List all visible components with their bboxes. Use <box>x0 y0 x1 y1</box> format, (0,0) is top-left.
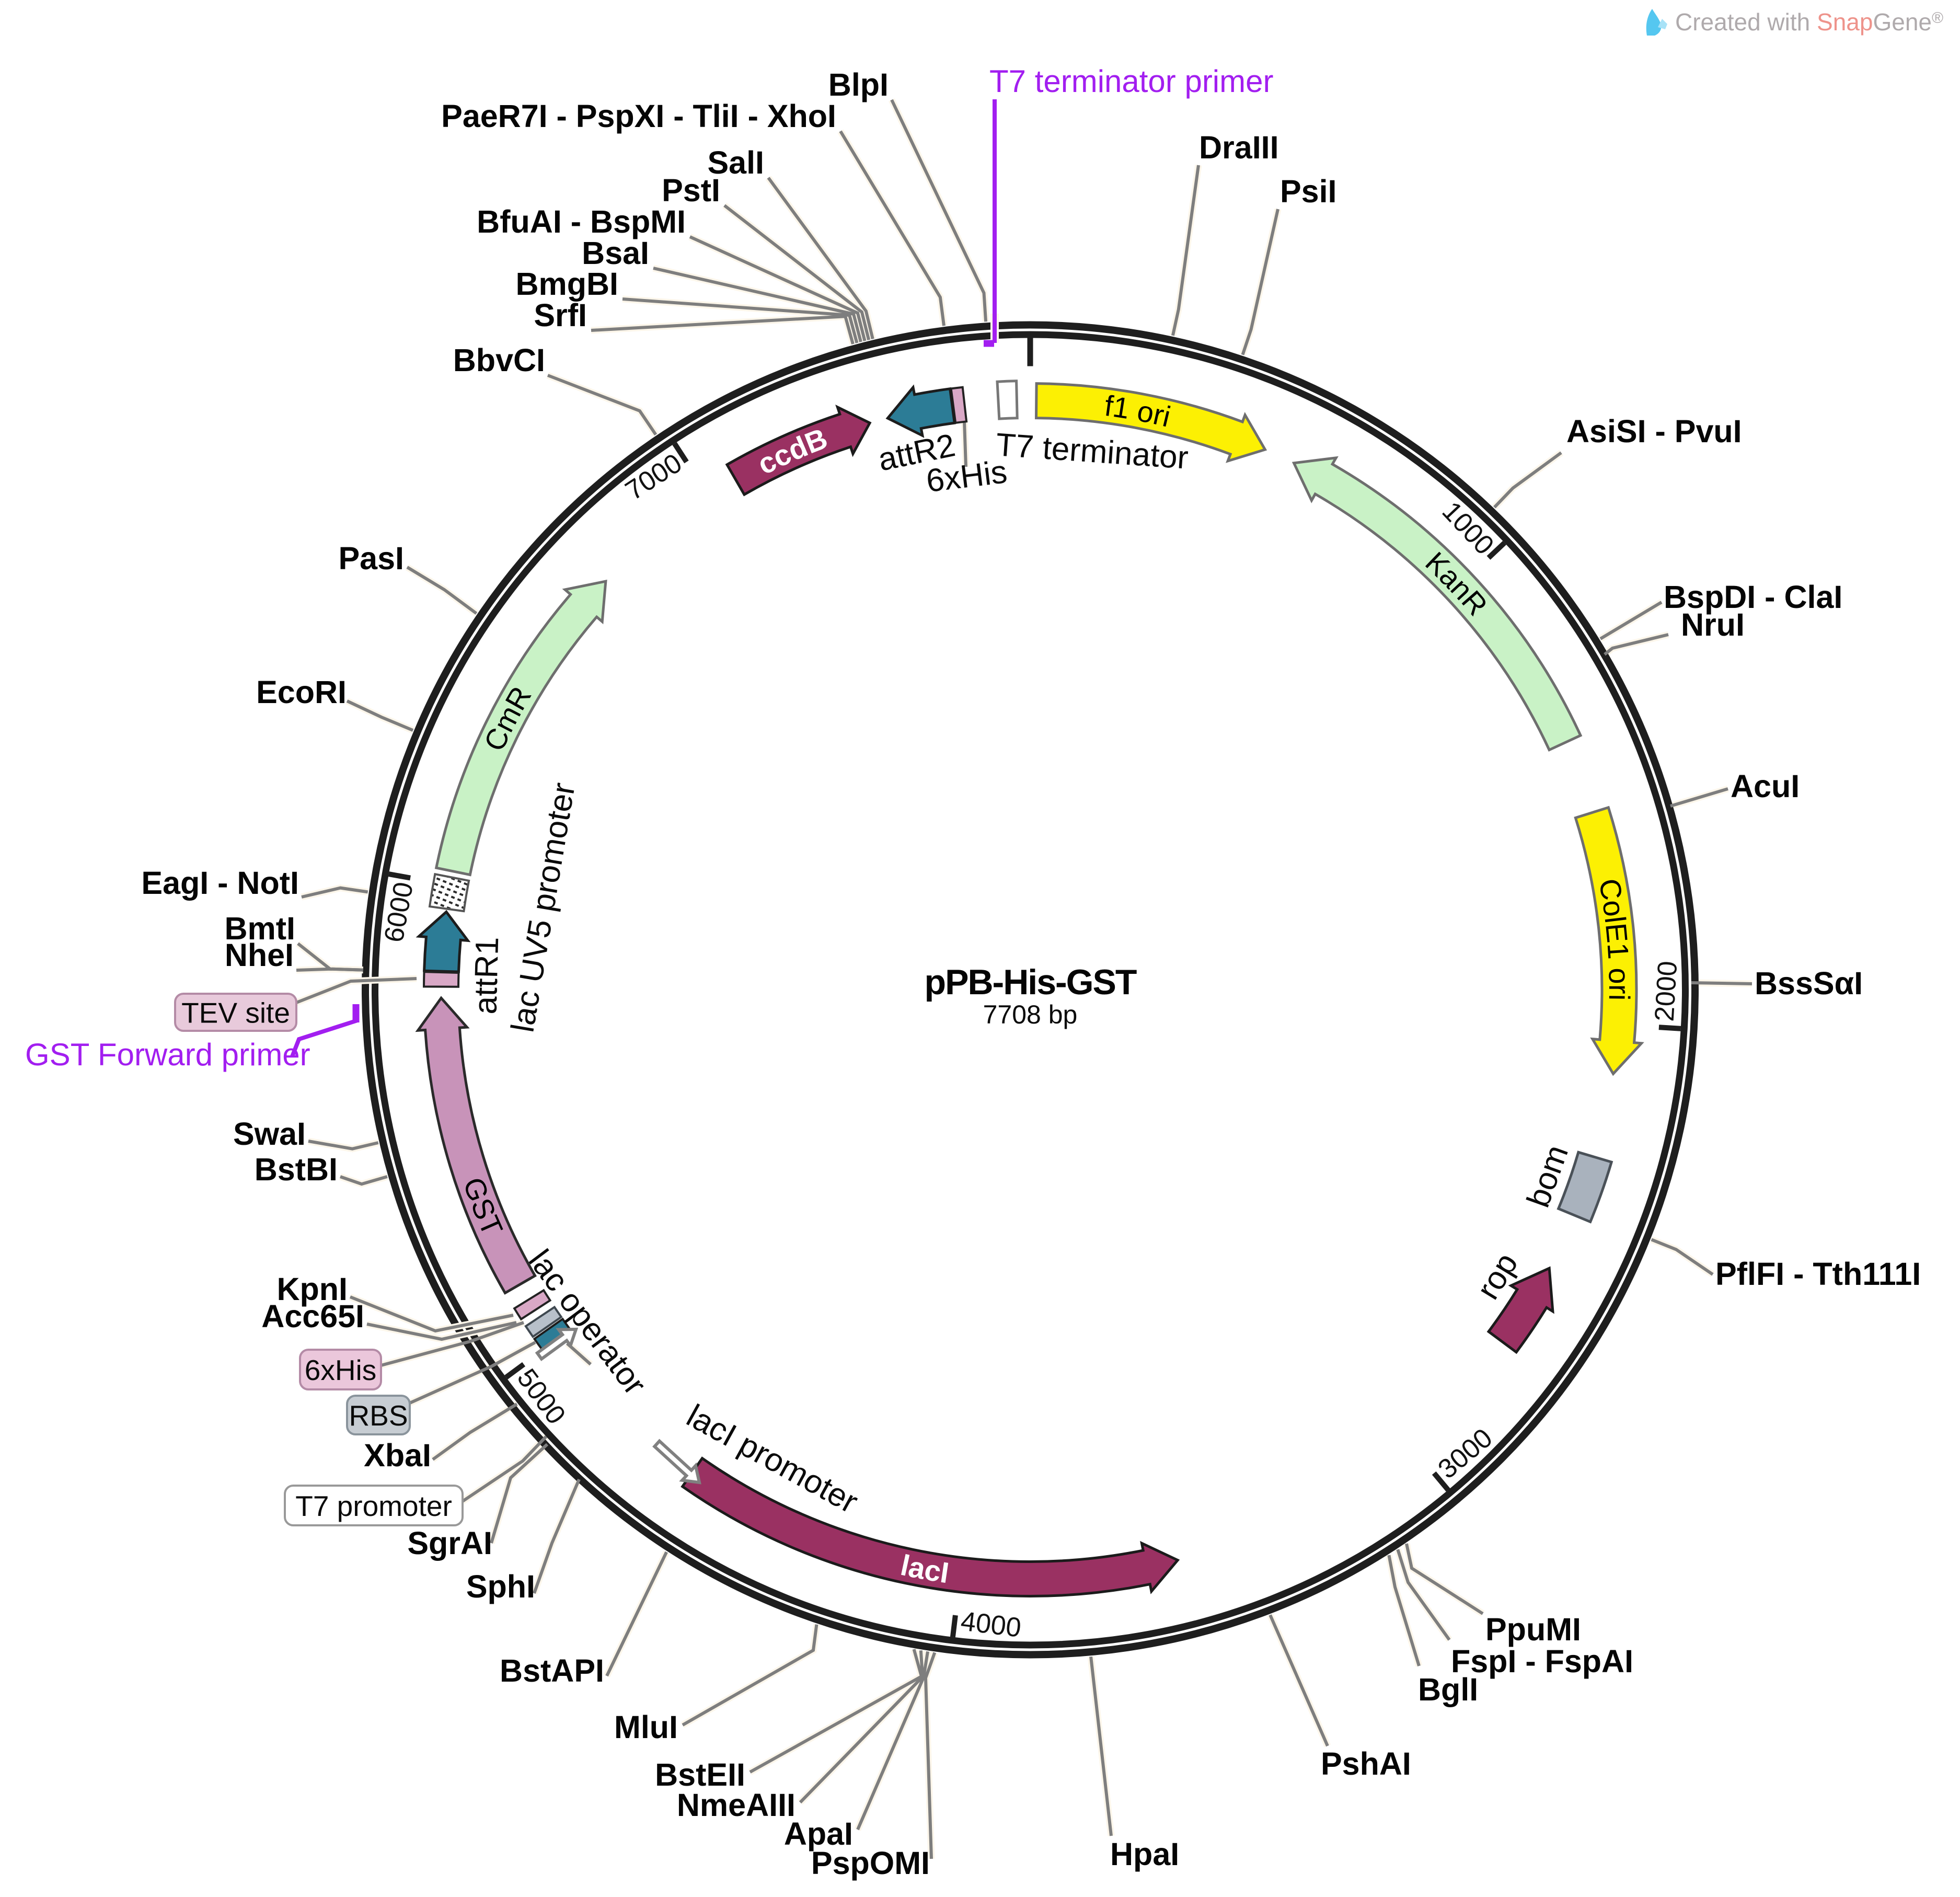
svg-text:7708 bp: 7708 bp <box>983 1000 1078 1029</box>
svg-text:BglI: BglI <box>1418 1672 1478 1707</box>
svg-text:BstBI: BstBI <box>255 1152 338 1187</box>
svg-text:BfuAI - BspMI: BfuAI - BspMI <box>477 204 686 239</box>
svg-text:NruI: NruI <box>1681 607 1745 642</box>
svg-text:ApaI: ApaI <box>784 1816 853 1852</box>
svg-text:FspI - FspAI: FspI - FspAI <box>1451 1643 1633 1679</box>
svg-text:PshAI: PshAI <box>1321 1746 1411 1781</box>
svg-text:NmeAIII: NmeAIII <box>677 1787 795 1823</box>
svg-text:DraIII: DraIII <box>1199 130 1279 165</box>
svg-text:PaeR7I - PspXI - TliI - XhoI: PaeR7I - PspXI - TliI - XhoI <box>441 98 836 134</box>
svg-text:HpaI: HpaI <box>1110 1836 1179 1872</box>
svg-text:PspOMI: PspOMI <box>811 1845 930 1881</box>
svg-text:MluI: MluI <box>614 1709 678 1745</box>
svg-text:BsaI: BsaI <box>582 235 649 271</box>
svg-text:SphI: SphI <box>466 1569 535 1604</box>
svg-text:Created with SnapGene®: Created with SnapGene® <box>1675 8 1943 36</box>
svg-text:T7 promoter: T7 promoter <box>295 1490 452 1522</box>
svg-text:PpuMI: PpuMI <box>1485 1612 1581 1647</box>
svg-text:6xHis: 6xHis <box>305 1354 377 1386</box>
svg-text:XbaI: XbaI <box>364 1438 431 1473</box>
svg-text:SgrAI: SgrAI <box>407 1525 492 1561</box>
svg-text:NheI: NheI <box>225 937 294 973</box>
svg-text:BspDI - ClaI: BspDI - ClaI <box>1664 579 1842 615</box>
svg-text:AsiSI - PvuI: AsiSI - PvuI <box>1566 413 1742 449</box>
svg-text:PstI: PstI <box>662 173 720 208</box>
svg-text:PflFI - Tth111I: PflFI - Tth111I <box>1715 1256 1921 1292</box>
svg-text:BssSαI: BssSαI <box>1755 965 1863 1001</box>
svg-text:BmgBI: BmgBI <box>515 266 618 302</box>
svg-text:BlpI: BlpI <box>828 67 889 102</box>
svg-text:GST Forward primer: GST Forward primer <box>25 1037 310 1072</box>
svg-text:SwaI: SwaI <box>233 1116 306 1152</box>
svg-text:EcoRI: EcoRI <box>256 674 347 710</box>
svg-text:SrfI: SrfI <box>534 297 587 333</box>
svg-text:TEV site: TEV site <box>181 996 290 1029</box>
svg-text:AcuI: AcuI <box>1731 768 1800 804</box>
svg-text:T7 terminator primer: T7 terminator primer <box>989 64 1273 99</box>
svg-text:RBS: RBS <box>349 1399 408 1432</box>
svg-text:SalI: SalI <box>707 145 764 180</box>
svg-text:2000: 2000 <box>1650 960 1684 1022</box>
svg-text:EagI - NotI: EagI - NotI <box>141 865 299 901</box>
svg-text:KpnI: KpnI <box>276 1271 348 1307</box>
svg-text:BstAPI: BstAPI <box>500 1653 604 1688</box>
svg-text:PsiI: PsiI <box>1280 174 1337 209</box>
svg-text:BbvCI: BbvCI <box>453 342 545 378</box>
svg-text:BstEII: BstEII <box>655 1757 745 1792</box>
svg-text:pPB-His-GST: pPB-His-GST <box>925 962 1137 1002</box>
svg-text:4000: 4000 <box>959 1606 1023 1643</box>
svg-text:PasI: PasI <box>339 541 405 576</box>
svg-text:BmtI: BmtI <box>224 911 295 946</box>
svg-text:Acc65I: Acc65I <box>261 1298 364 1334</box>
svg-text:attR1: attR1 <box>467 936 505 1015</box>
